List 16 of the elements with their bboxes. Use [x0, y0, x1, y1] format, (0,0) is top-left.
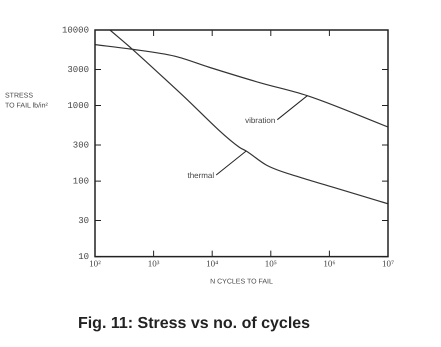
- x-tick-label: 10⁴: [206, 258, 218, 268]
- x-tick-label: 10⁶: [323, 258, 336, 268]
- y-tick-label: 1000: [67, 100, 89, 111]
- annotation: vibration: [245, 116, 276, 125]
- y-tick-label: 10: [78, 252, 89, 262]
- x-tick-label: 10⁵: [264, 258, 277, 268]
- y-tick-label: 100: [72, 176, 89, 186]
- x-tick-label: 10³: [148, 258, 160, 268]
- x-tick-label: 10⁷: [382, 258, 394, 268]
- y-tick-label: 30: [78, 216, 89, 226]
- y-tick-label: 300: [72, 140, 89, 150]
- y-tick-label: 10000: [62, 25, 89, 36]
- text: Fig. 11: Stress vs no. of cycles: [78, 314, 310, 332]
- x-tick-label: 10²: [89, 258, 102, 268]
- y-tick-label: 3000: [67, 64, 89, 75]
- annotation: thermal: [187, 171, 214, 180]
